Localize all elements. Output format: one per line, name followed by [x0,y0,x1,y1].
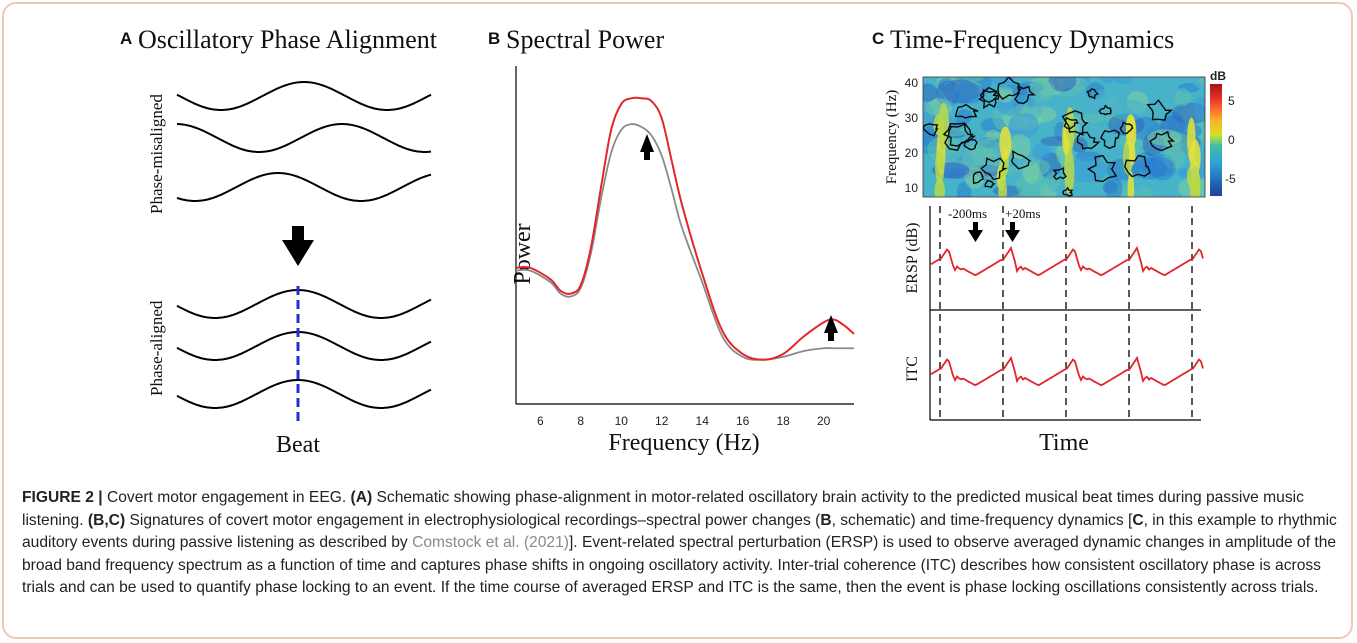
up-arrow-icon [824,315,838,341]
caption-text: , in this example to rhythmic auditory e… [22,511,1337,552]
caption-label-bc: (B,C) [87,511,126,529]
x-tick-label: 8 [577,414,584,428]
sine-wave [176,172,432,202]
heatmap-ylabel: Frequency (Hz) [884,90,900,185]
caption-text: Covert motor engagement in EEG. [102,489,351,506]
caption-label-a: (A) [350,489,373,506]
panel-b: B Spectral Power Power 6 8 10 12 14 16 18 20 Fr… [488,25,855,456]
x-tick-label: 18 [776,414,790,428]
power-line-gray [515,123,854,361]
sine-wave [176,379,432,409]
panel-a-title: Oscillatory Phase Alignment [138,25,438,54]
down-arrow-icon [1005,222,1020,242]
caption-text: ]. Event-related spectral perturbation (… [22,534,1337,597]
ersp-annotation-plus20: +20ms [1005,206,1041,221]
sine-wave [176,331,432,361]
sine-wave [176,81,432,111]
caption-text: , schematic) and time-frequency dynamics… [831,511,1133,529]
panel-c-traces [930,245,1204,387]
ersp-annotation-minus200: -200ms [948,206,987,221]
x-tick-label: 6 [537,414,544,428]
itc-ylabel: ITC [904,356,921,382]
x-tick-label: 16 [736,414,750,428]
up-arrow-icon [640,134,654,160]
ersp-trace [930,245,1204,277]
phase-aligned-label: Phase-aligned [147,300,166,396]
colorbar-unit: dB [1210,69,1226,83]
phase-misaligned-label: Phase-misaligned [147,94,166,214]
colorbar-tick: -5 [1225,172,1236,186]
down-arrow-icon [282,226,314,266]
caption-figure-label: FIGURE 2 | [22,489,103,506]
figure-caption: FIGURE 2 | Covert motor engagement in EE… [22,487,1340,600]
colorbar [1210,84,1222,196]
panel-c-title: Time-Frequency Dynamics [890,25,1174,54]
heatmap-ytick: 10 [905,181,919,195]
panel-b-series [515,96,855,361]
citation-link[interactable]: Comstock et al. (2021) [412,534,569,552]
aligned-waves [176,289,432,409]
x-tick-label: 20 [817,414,831,428]
sine-wave [176,123,432,153]
caption-inline-b: B [820,511,832,529]
panel-b-title: Spectral Power [506,25,664,54]
power-line-red [515,96,855,361]
misaligned-waves [176,81,432,202]
panel-b-ylabel: Power [510,223,536,284]
panel-a-letter: A [120,29,132,48]
heatmap-ytick: 30 [905,111,919,125]
panel-a: A Oscillatory Phase Alignment Phase-misa… [120,25,438,458]
caption-text: Signatures of covert motor engagement in… [125,511,821,529]
itc-trace [930,355,1204,387]
panel-b-xlabel: Frequency (Hz) [608,430,759,456]
x-tick-label: 10 [615,414,629,428]
panel-c-xlabel: Time [1039,430,1089,456]
heatmap-ytick: 40 [905,76,919,90]
colorbar-tick: 0 [1228,133,1235,147]
heatmap-ytick: 20 [905,146,919,160]
panel-b-letter: B [488,29,500,48]
x-tick-label: 12 [655,414,669,428]
panel-b-tick-labels: 6 8 10 12 14 16 18 20 [537,414,831,428]
panel-c: C Time-Frequency Dynamics Frequency (Hz)… [872,25,1236,456]
figure-graphic: A Oscillatory Phase Alignment Phase-misa… [120,25,1236,458]
sine-wave [176,289,432,319]
down-arrow-icon [968,222,983,242]
caption-inline-c: C [1132,511,1144,529]
x-tick-label: 14 [696,414,710,428]
panel-c-letter: C [872,29,884,48]
ersp-ylabel: ERSP (dB) [904,223,921,294]
colorbar-tick: 5 [1228,94,1235,108]
heatmap [923,77,1205,197]
panel-a-xlabel: Beat [276,432,320,458]
caption-text: Schematic showing phase-alignment in mot… [22,489,1304,529]
